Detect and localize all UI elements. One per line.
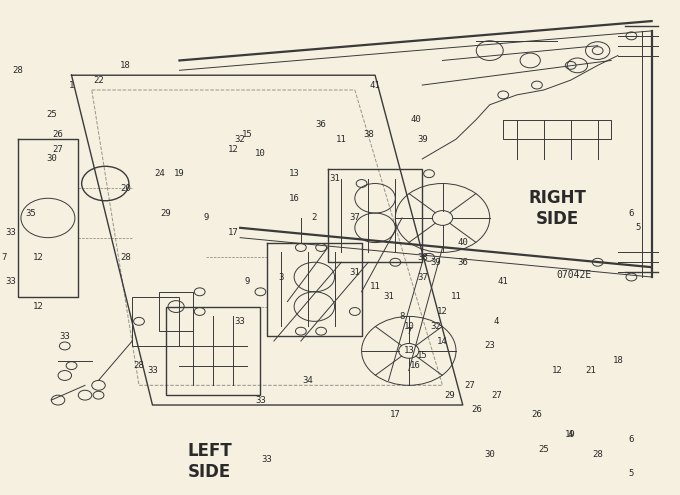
Text: 30: 30 — [484, 450, 495, 459]
Text: 12: 12 — [33, 253, 43, 262]
Text: 5: 5 — [635, 223, 641, 232]
Text: 32: 32 — [235, 135, 245, 144]
Text: 33: 33 — [5, 278, 16, 287]
Text: 23: 23 — [484, 342, 495, 350]
Text: 39: 39 — [430, 258, 441, 267]
Text: 35: 35 — [26, 208, 37, 217]
Text: 2: 2 — [311, 213, 317, 222]
Text: 16: 16 — [410, 361, 421, 370]
Text: 1: 1 — [69, 81, 74, 90]
Text: 33: 33 — [235, 317, 245, 326]
Text: 41: 41 — [498, 278, 509, 287]
Text: 31: 31 — [350, 268, 360, 277]
Text: 10: 10 — [403, 322, 414, 331]
Text: 27: 27 — [491, 391, 502, 399]
Text: LEFT
SIDE: LEFT SIDE — [188, 442, 232, 481]
Text: 29: 29 — [160, 208, 171, 217]
Text: 33: 33 — [59, 332, 70, 341]
Text: 16: 16 — [289, 194, 299, 203]
Text: 12: 12 — [551, 366, 562, 375]
Text: 28: 28 — [120, 253, 131, 262]
Text: 36: 36 — [316, 120, 326, 129]
Text: 7: 7 — [406, 327, 411, 336]
Text: 31: 31 — [384, 292, 394, 301]
Text: 17: 17 — [228, 228, 239, 237]
Text: 15: 15 — [417, 351, 428, 360]
Text: 3: 3 — [278, 273, 284, 282]
Text: 07042E: 07042E — [556, 270, 592, 280]
Text: 28: 28 — [12, 66, 23, 75]
Text: 33: 33 — [5, 228, 16, 237]
Text: 10: 10 — [255, 149, 266, 158]
Text: 37: 37 — [417, 273, 428, 282]
Text: 5: 5 — [629, 469, 634, 479]
Text: 28: 28 — [592, 450, 603, 459]
Text: 33: 33 — [255, 396, 266, 404]
Text: 26: 26 — [471, 405, 481, 414]
Text: 27: 27 — [52, 145, 63, 153]
Text: 6: 6 — [629, 208, 634, 217]
Text: 28: 28 — [133, 361, 144, 370]
Text: 33: 33 — [262, 454, 273, 464]
Text: 17: 17 — [390, 410, 401, 419]
Bar — [166, 306, 260, 395]
Text: 34: 34 — [302, 376, 313, 385]
Bar — [132, 297, 180, 346]
Text: 4: 4 — [494, 317, 499, 326]
Text: 6: 6 — [629, 435, 634, 444]
Text: 19: 19 — [565, 430, 576, 439]
Text: 40: 40 — [458, 238, 468, 247]
Text: 38: 38 — [417, 253, 428, 262]
Text: RIGHT
SIDE: RIGHT SIDE — [528, 189, 586, 228]
Text: 38: 38 — [363, 130, 374, 139]
Text: 19: 19 — [174, 169, 185, 178]
Text: 31: 31 — [329, 174, 340, 183]
Text: 29: 29 — [444, 391, 455, 399]
Text: 11: 11 — [370, 282, 380, 292]
Text: 7: 7 — [1, 253, 7, 262]
Text: 24: 24 — [154, 169, 165, 178]
Text: 12: 12 — [33, 302, 43, 311]
Text: 4: 4 — [568, 430, 573, 439]
Text: 26: 26 — [52, 130, 63, 139]
Text: 26: 26 — [532, 410, 543, 419]
Text: 21: 21 — [585, 366, 596, 375]
Text: 33: 33 — [147, 366, 158, 375]
Text: 9: 9 — [244, 278, 250, 287]
Text: 39: 39 — [417, 135, 428, 144]
Text: 30: 30 — [46, 154, 56, 163]
Text: 12: 12 — [437, 307, 448, 316]
Text: 13: 13 — [289, 169, 299, 178]
Text: 37: 37 — [350, 213, 360, 222]
Text: 13: 13 — [403, 346, 414, 355]
Text: 18: 18 — [120, 61, 131, 70]
Text: 22: 22 — [93, 76, 104, 85]
Text: 25: 25 — [46, 110, 56, 119]
Bar — [159, 292, 193, 331]
Text: 15: 15 — [241, 130, 252, 139]
Text: 14: 14 — [437, 337, 448, 346]
Text: 36: 36 — [458, 258, 468, 267]
Text: 20: 20 — [120, 184, 131, 193]
Text: 9: 9 — [204, 213, 209, 222]
Text: 11: 11 — [451, 292, 462, 301]
Text: 40: 40 — [410, 115, 421, 124]
Text: 12: 12 — [228, 145, 239, 153]
Text: 41: 41 — [370, 81, 380, 90]
Text: 11: 11 — [336, 135, 347, 144]
Text: 25: 25 — [539, 445, 549, 454]
Text: 18: 18 — [613, 356, 624, 365]
Text: 8: 8 — [399, 312, 405, 321]
Text: 27: 27 — [464, 381, 475, 390]
Text: 32: 32 — [430, 322, 441, 331]
